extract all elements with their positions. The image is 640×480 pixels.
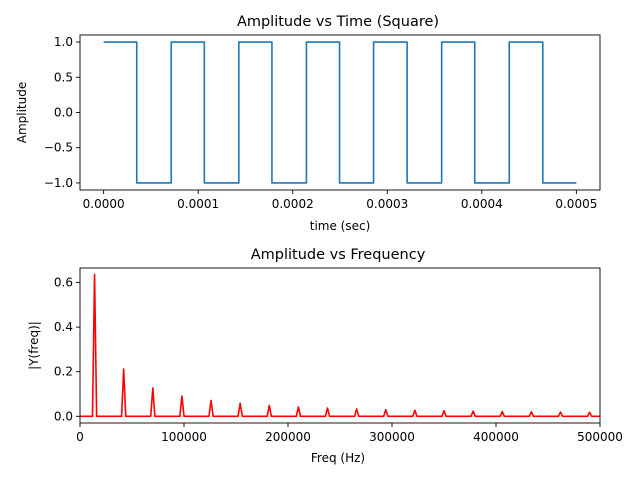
frequency-plot-y-ticks: 0.0 0.2 0.4 0.6 [54, 275, 80, 423]
frequency-plot-xtick-label: 100000 [161, 430, 207, 444]
frequency-plot-title: Amplitude vs Frequency [251, 247, 426, 263]
time-plot: Amplitude vs Time (Square) 0.0000 0.0001 0… [15, 14, 601, 233]
frequency-plot-xlabel: Freq (Hz) [311, 451, 365, 465]
frequency-plot-series-layer [80, 273, 600, 418]
frequency-plot-xtick-label: 200000 [265, 430, 311, 444]
time-plot-xtick-label: 0.0003 [366, 197, 408, 211]
frequency-plot-ytick-label: 0.6 [54, 275, 73, 289]
time-plot-xtick-label: 0.0002 [272, 197, 314, 211]
frequency-plot-ytick-label: 0.2 [54, 365, 73, 379]
frequency-plot-ytick-label: 0.4 [54, 320, 73, 334]
time-plot-ytick-label: −1.0 [44, 176, 73, 190]
frequency-plot-xtick-label: 300000 [369, 430, 415, 444]
frequency-plot-xtick-label: 400000 [473, 430, 519, 444]
time-plot-xlabel: time (sec) [310, 219, 371, 233]
time-plot-y-ticks: 1.0 0.5 0.0 −0.5 −1.0 [44, 35, 80, 190]
frequency-plot-xtick-label: 0 [76, 430, 84, 444]
frequency-plot-frame [79, 267, 601, 424]
time-plot-ylabel: Amplitude [15, 82, 29, 144]
time-plot-ytick-label: 1.0 [54, 35, 73, 49]
time-plot-xtick-label: 0.0005 [555, 197, 597, 211]
time-plot-title: Amplitude vs Time (Square) [237, 14, 439, 30]
time-plot-xtick-label: 0.0004 [461, 197, 503, 211]
time-plot-ytick-label: 0.0 [54, 106, 73, 120]
time-plot-xtick-label: 0.0001 [177, 197, 219, 211]
frequency-plot: Amplitude vs Frequency 0 100000 200000 3000… [27, 247, 623, 465]
time-plot-x-ticks: 0.0000 0.0001 0.0002 0.0003 0.0004 0.0005 [83, 190, 597, 211]
frequency-plot-series-line [80, 273, 600, 418]
frequency-plot-ytick-label: 0.0 [54, 409, 73, 423]
time-plot-series-line [103, 41, 577, 184]
frequency-plot-x-ticks: 0 100000 200000 300000 400000 500000 [76, 423, 623, 444]
time-plot-series-layer [103, 41, 577, 184]
time-plot-ytick-label: −0.5 [44, 141, 73, 155]
time-plot-ytick-label: 0.5 [54, 70, 73, 84]
frequency-plot-ylabel: |Y(freq)| [27, 321, 41, 370]
frequency-plot-xtick-label: 500000 [577, 430, 623, 444]
time-plot-xtick-label: 0.0000 [83, 197, 125, 211]
